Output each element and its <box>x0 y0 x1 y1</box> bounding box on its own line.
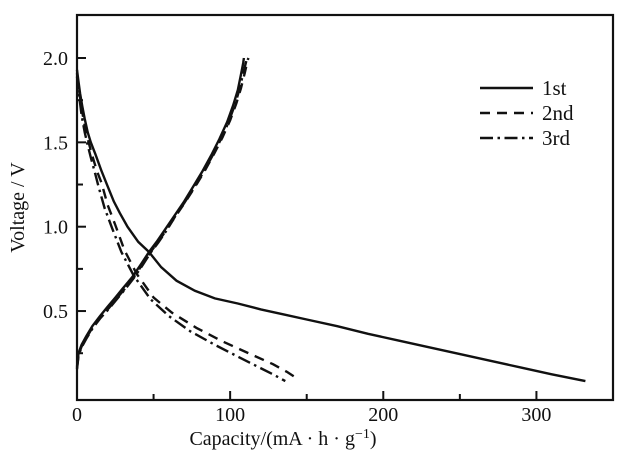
series-3rd-charge-line <box>75 57 249 370</box>
series-2nd-charge-line <box>75 57 250 369</box>
y-axis-tick-label: 1.5 <box>43 132 68 154</box>
y-axis-tick-label: 1.0 <box>43 217 68 239</box>
x-axis-tick-label: 200 <box>368 404 398 426</box>
legend-label-2nd: 2nd <box>542 101 574 125</box>
series-1st-discharge-line <box>75 69 586 383</box>
x-axis-title: Capacity/(mA · h · g−1) <box>189 427 376 450</box>
x-axis-tick-label: 0 <box>72 404 82 426</box>
legend-label-1st: 1st <box>542 76 567 100</box>
series-3rd-discharge-line <box>75 76 286 383</box>
y-axis-tick-label: 2.0 <box>43 48 68 70</box>
legend-label-3rd: 3rd <box>542 126 570 150</box>
plot-frame <box>75 13 615 402</box>
y-axis-tick-label: 0.5 <box>43 301 68 323</box>
x-axis-tick-label: 300 <box>521 404 551 426</box>
x-axis-tick-label: 100 <box>215 404 245 426</box>
y-axis-title: Voltage / V <box>7 162 29 253</box>
series-1st-charge-line <box>75 57 246 367</box>
series-2nd-discharge-line <box>75 73 297 379</box>
